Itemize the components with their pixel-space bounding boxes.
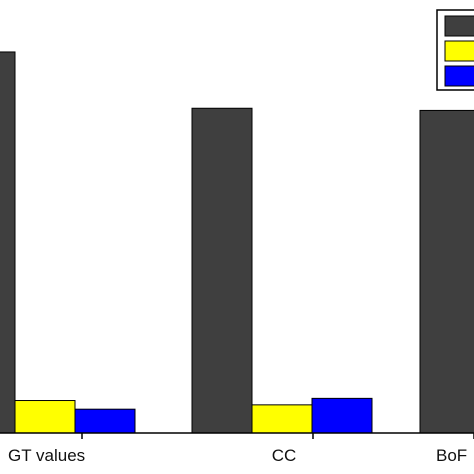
legend bbox=[436, 9, 474, 91]
x-tick-label: GT values bbox=[8, 446, 85, 465]
x-ticks: GT values CC BoF bbox=[8, 433, 474, 465]
legend-swatch-series-3 bbox=[444, 65, 474, 87]
bar-gt-values-series-2 bbox=[14, 400, 76, 434]
bar-cc-series-2 bbox=[251, 404, 313, 434]
bar-bof-series-1 bbox=[419, 109, 474, 434]
bar-gt-values-series-3 bbox=[74, 408, 136, 434]
x-tick-label: BoF bbox=[436, 446, 467, 465]
bars-layer bbox=[0, 51, 474, 434]
legend-swatch-series-2 bbox=[444, 40, 474, 62]
x-tick-label: CC bbox=[272, 446, 297, 465]
bar-cc-series-1 bbox=[191, 107, 253, 434]
legend-swatch-series-1 bbox=[444, 15, 474, 37]
bar-cc-series-3 bbox=[311, 397, 373, 434]
bar-gt-values-series-1 bbox=[0, 51, 16, 434]
